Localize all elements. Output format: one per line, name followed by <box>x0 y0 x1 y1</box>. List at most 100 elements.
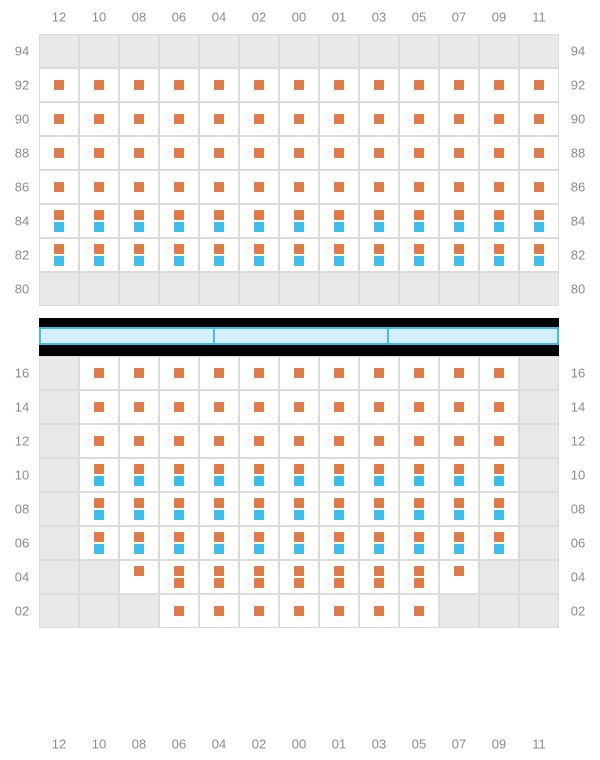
marker-orange <box>334 148 344 158</box>
cell-gray <box>519 390 559 424</box>
marker-orange <box>214 182 224 192</box>
marker-orange <box>214 402 224 412</box>
row-label-left: 86 <box>15 180 29 195</box>
col-label-bottom: 10 <box>92 737 106 752</box>
cell-gray <box>39 458 79 492</box>
marker-orange <box>174 148 184 158</box>
marker-orange <box>374 402 384 412</box>
marker-orange <box>94 80 104 90</box>
marker-blue <box>374 222 384 232</box>
cell-gray <box>439 594 479 628</box>
marker-orange <box>214 368 224 378</box>
marker-orange <box>414 566 424 576</box>
marker-orange <box>454 498 464 508</box>
marker-orange <box>214 148 224 158</box>
cell-gray <box>79 560 119 594</box>
marker-orange <box>214 210 224 220</box>
separator-blue-divider <box>387 327 389 345</box>
marker-orange <box>454 402 464 412</box>
col-label-top: 03 <box>372 10 386 25</box>
marker-blue <box>134 544 144 554</box>
marker-blue <box>214 256 224 266</box>
cell-gray <box>199 272 239 306</box>
marker-orange <box>454 182 464 192</box>
marker-orange <box>294 182 304 192</box>
cell-gray <box>279 272 319 306</box>
marker-orange <box>174 182 184 192</box>
marker-orange <box>494 464 504 474</box>
row-label-right: 82 <box>571 248 585 263</box>
row-label-right: 84 <box>571 214 585 229</box>
marker-orange <box>534 148 544 158</box>
row-label-left: 92 <box>15 78 29 93</box>
row-label-left: 14 <box>15 400 29 415</box>
marker-blue <box>494 510 504 520</box>
marker-orange <box>374 566 384 576</box>
marker-orange <box>414 210 424 220</box>
row-label-left: 88 <box>15 146 29 161</box>
marker-blue <box>54 256 64 266</box>
cell-gray <box>119 272 159 306</box>
marker-orange <box>374 464 384 474</box>
marker-orange <box>134 148 144 158</box>
row-label-left: 12 <box>15 434 29 449</box>
marker-orange <box>94 182 104 192</box>
row-label-left: 04 <box>15 570 29 585</box>
marker-orange <box>374 498 384 508</box>
col-label-top: 11 <box>532 10 546 25</box>
marker-blue <box>414 222 424 232</box>
row-label-right: 16 <box>571 366 585 381</box>
col-label-bottom: 09 <box>492 737 506 752</box>
marker-orange <box>494 402 504 412</box>
marker-orange <box>94 498 104 508</box>
cell-gray <box>199 34 239 68</box>
marker-orange <box>374 182 384 192</box>
marker-orange <box>454 114 464 124</box>
marker-orange <box>294 148 304 158</box>
row-label-left: 08 <box>15 502 29 517</box>
marker-orange <box>454 464 464 474</box>
marker-orange <box>414 244 424 254</box>
marker-orange <box>334 114 344 124</box>
col-label-bottom: 01 <box>332 737 346 752</box>
marker-orange <box>294 578 304 588</box>
marker-orange <box>374 148 384 158</box>
marker-orange <box>254 148 264 158</box>
marker-orange <box>294 498 304 508</box>
marker-orange <box>254 532 264 542</box>
marker-orange <box>494 498 504 508</box>
marker-orange <box>294 80 304 90</box>
marker-orange <box>374 244 384 254</box>
marker-orange <box>414 402 424 412</box>
marker-orange <box>294 114 304 124</box>
marker-orange <box>94 436 104 446</box>
marker-orange <box>454 80 464 90</box>
cell-gray <box>399 272 439 306</box>
row-label-right: 80 <box>571 282 585 297</box>
marker-orange <box>254 114 264 124</box>
cell-gray <box>119 594 159 628</box>
marker-orange <box>134 244 144 254</box>
marker-orange <box>454 532 464 542</box>
marker-orange <box>334 210 344 220</box>
cell-gray <box>79 594 119 628</box>
marker-blue <box>454 510 464 520</box>
marker-orange <box>334 464 344 474</box>
cell-gray <box>519 560 559 594</box>
marker-blue <box>454 256 464 266</box>
col-label-top: 06 <box>172 10 186 25</box>
marker-orange <box>334 368 344 378</box>
marker-blue <box>454 222 464 232</box>
marker-orange <box>374 606 384 616</box>
marker-blue <box>254 256 264 266</box>
marker-orange <box>174 80 184 90</box>
cell-gray <box>79 272 119 306</box>
col-label-top: 12 <box>52 10 66 25</box>
marker-orange <box>254 566 264 576</box>
marker-orange <box>134 182 144 192</box>
marker-orange <box>134 566 144 576</box>
cell-gray <box>39 526 79 560</box>
col-label-top: 00 <box>292 10 306 25</box>
marker-orange <box>214 114 224 124</box>
marker-blue <box>334 256 344 266</box>
